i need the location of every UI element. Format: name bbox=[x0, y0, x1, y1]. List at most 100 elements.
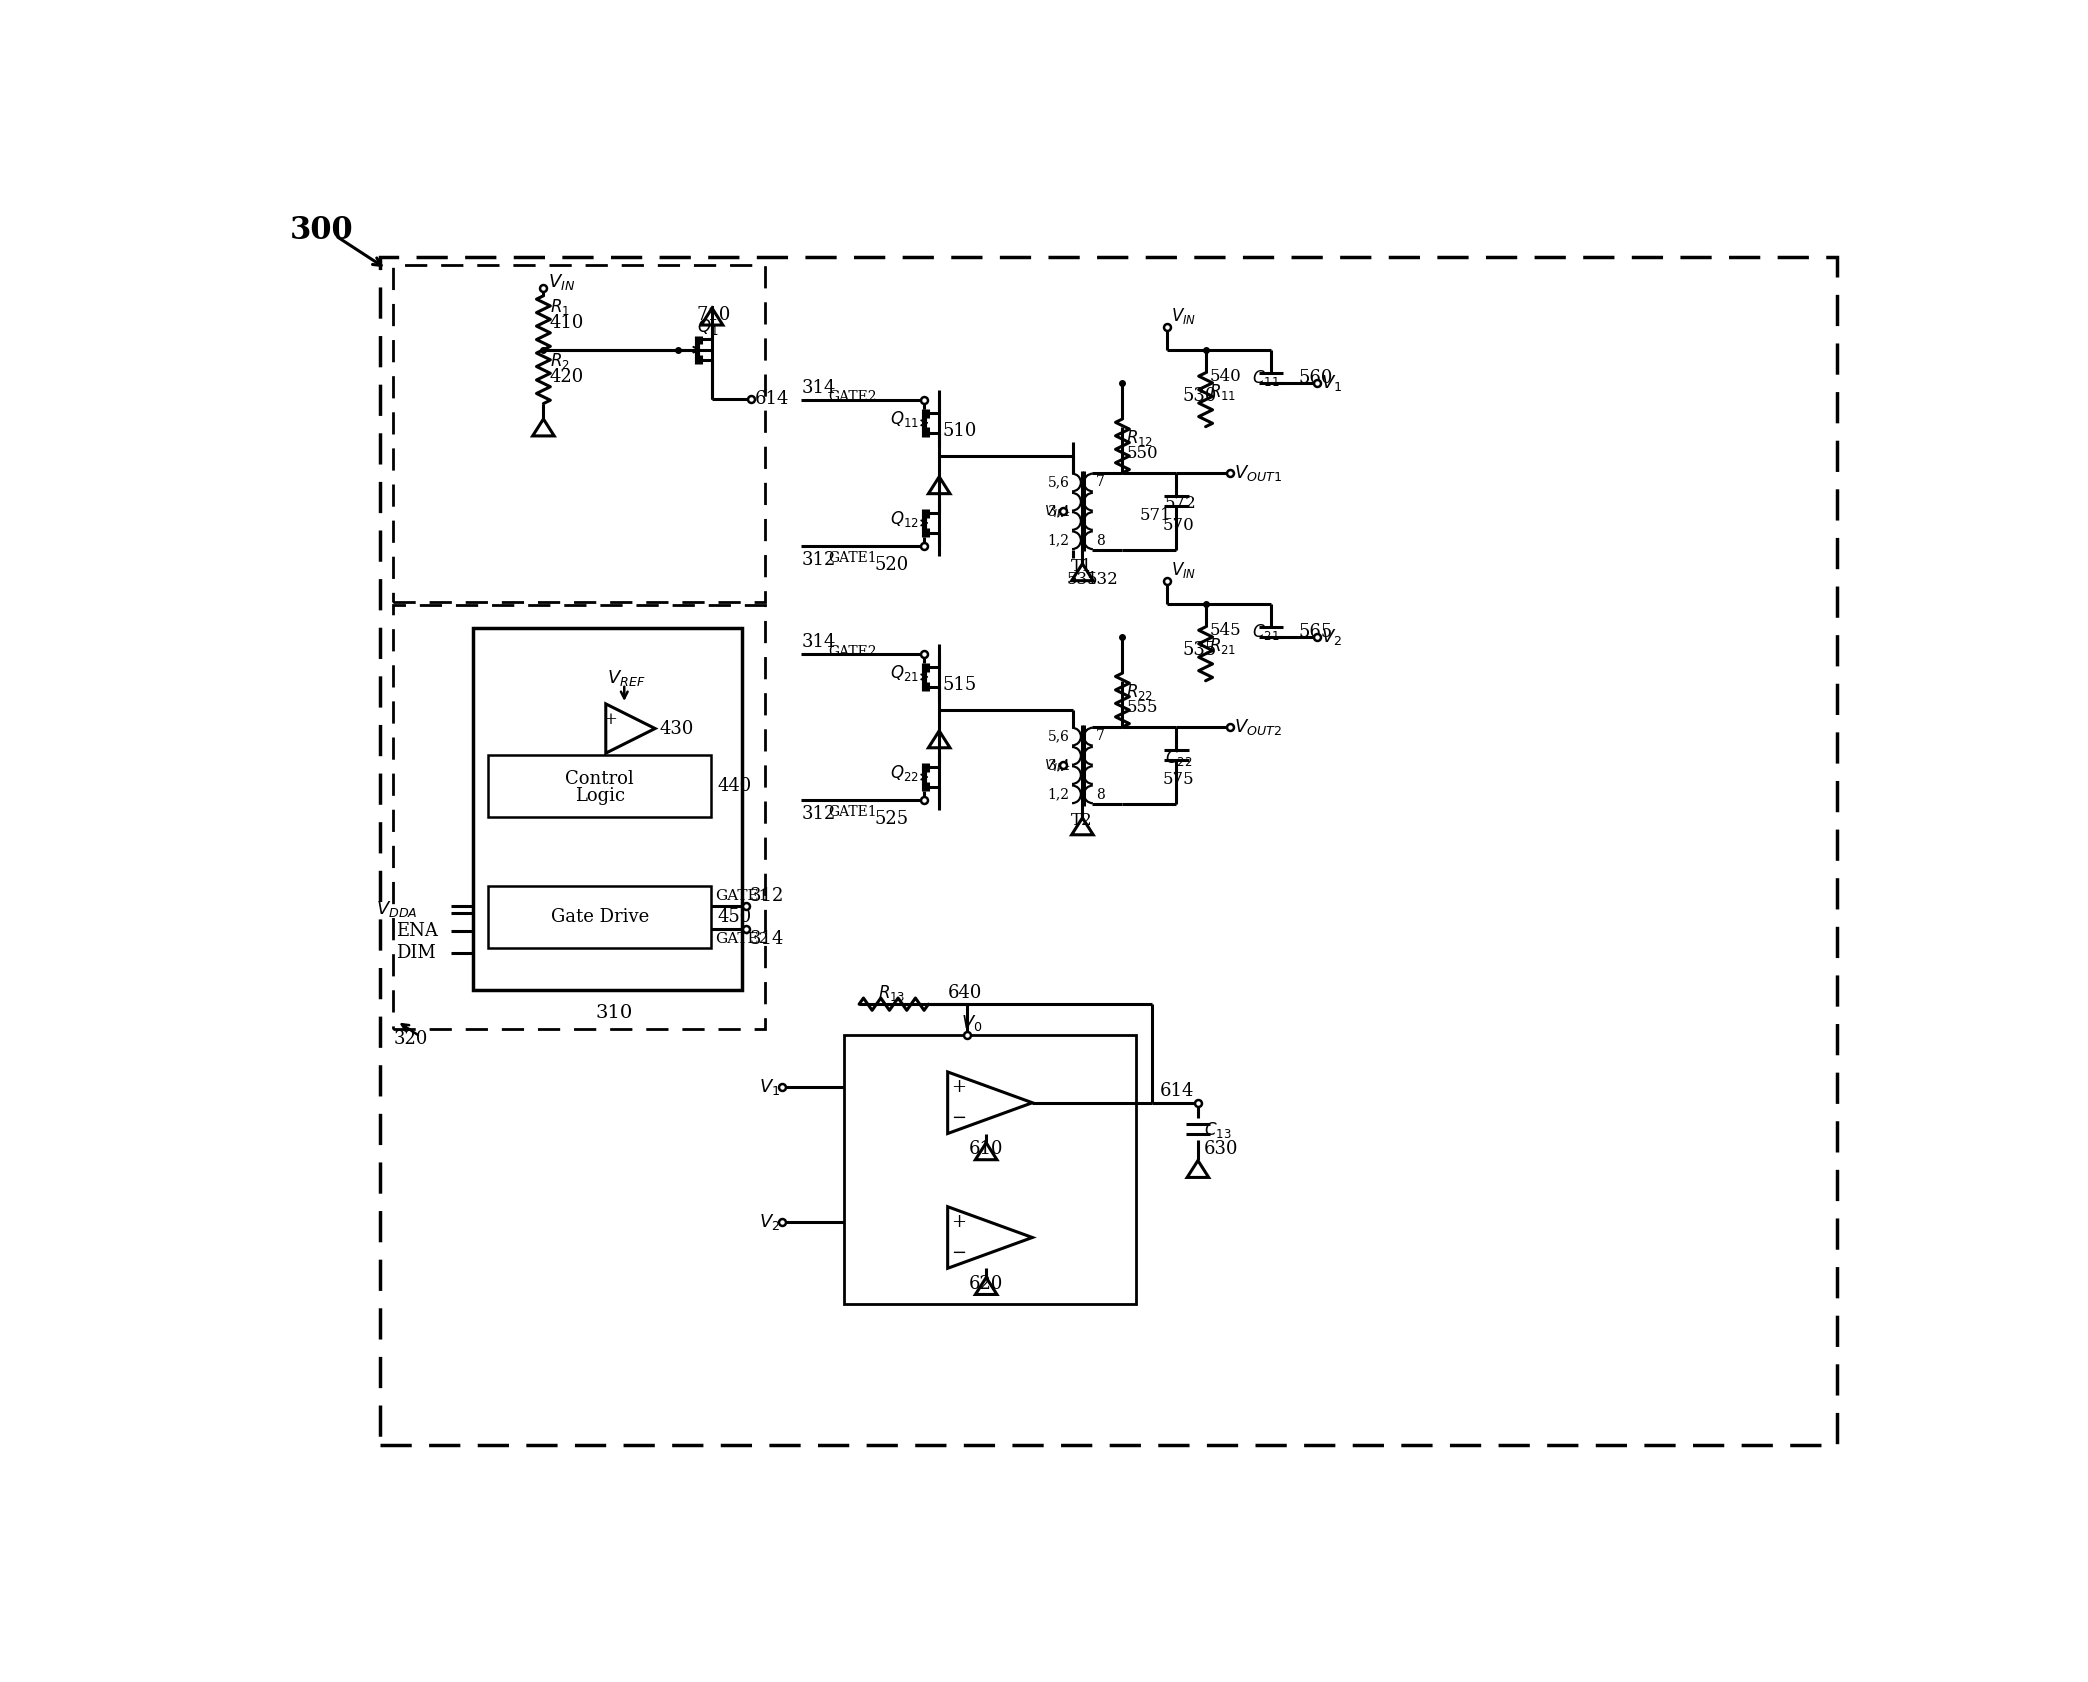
Text: 614: 614 bbox=[1159, 1082, 1194, 1100]
Text: 1,2: 1,2 bbox=[1048, 787, 1069, 802]
Text: 3,4: 3,4 bbox=[1048, 759, 1069, 772]
Text: 312: 312 bbox=[802, 552, 835, 569]
Text: $R_{13}$: $R_{13}$ bbox=[879, 982, 906, 1002]
Text: GATE1: GATE1 bbox=[829, 550, 877, 565]
Text: Gate Drive: Gate Drive bbox=[551, 908, 649, 927]
Text: 1,2: 1,2 bbox=[1048, 533, 1069, 548]
Text: 320: 320 bbox=[393, 1029, 428, 1048]
Text: DIM: DIM bbox=[395, 944, 434, 962]
Text: +: + bbox=[603, 711, 618, 728]
Text: $C_{11}$: $C_{11}$ bbox=[1253, 368, 1280, 389]
Text: GATE2: GATE2 bbox=[829, 644, 877, 659]
Text: 610: 610 bbox=[969, 1140, 1004, 1157]
Text: $V_{IN}$: $V_{IN}$ bbox=[1044, 757, 1065, 774]
Text: 410: 410 bbox=[549, 315, 585, 331]
Text: 314: 314 bbox=[750, 930, 785, 947]
Text: 430: 430 bbox=[660, 720, 693, 737]
Text: 640: 640 bbox=[948, 984, 981, 1001]
Text: $C_{13}$: $C_{13}$ bbox=[1205, 1120, 1232, 1140]
Text: $Q_1$: $Q_1$ bbox=[697, 316, 718, 336]
Text: GATE1: GATE1 bbox=[829, 804, 877, 819]
Text: 520: 520 bbox=[875, 557, 908, 574]
Text: 5,6: 5,6 bbox=[1048, 474, 1069, 489]
Text: +: + bbox=[950, 1213, 967, 1231]
Text: 300: 300 bbox=[290, 215, 353, 246]
Text: 555: 555 bbox=[1125, 700, 1159, 717]
Text: 710: 710 bbox=[697, 306, 731, 325]
Text: $R_1$: $R_1$ bbox=[549, 298, 570, 318]
Text: 312: 312 bbox=[750, 886, 785, 905]
Text: $V_1$: $V_1$ bbox=[1322, 373, 1343, 394]
Text: 525: 525 bbox=[875, 811, 908, 828]
Text: $V_2$: $V_2$ bbox=[1322, 627, 1343, 648]
Text: 314: 314 bbox=[802, 634, 835, 651]
Text: 630: 630 bbox=[1205, 1140, 1238, 1157]
Text: GATE2: GATE2 bbox=[714, 932, 768, 945]
Text: 530: 530 bbox=[1182, 387, 1217, 405]
Text: $V_{IN}$: $V_{IN}$ bbox=[1171, 560, 1196, 580]
Text: $Q_{21}$: $Q_{21}$ bbox=[889, 663, 919, 683]
Text: $V_{OUT2}$: $V_{OUT2}$ bbox=[1234, 717, 1282, 737]
Text: GATE1: GATE1 bbox=[714, 888, 768, 903]
Text: $V_{DDA}$: $V_{DDA}$ bbox=[376, 900, 418, 920]
Text: $C_{21}$: $C_{21}$ bbox=[1253, 622, 1280, 643]
Text: 510: 510 bbox=[942, 422, 977, 439]
Text: $Q_{12}$: $Q_{12}$ bbox=[889, 510, 919, 530]
Text: 8: 8 bbox=[1096, 533, 1105, 548]
Text: $R_{22}$: $R_{22}$ bbox=[1125, 683, 1153, 703]
Text: ENA: ENA bbox=[395, 922, 438, 940]
Bar bbox=[489, 886, 712, 949]
Text: $Q_{11}$: $Q_{11}$ bbox=[889, 409, 919, 429]
Text: 312: 312 bbox=[802, 806, 835, 822]
Text: 535: 535 bbox=[1182, 641, 1217, 659]
Text: +: + bbox=[950, 1078, 967, 1097]
Text: 310: 310 bbox=[595, 1004, 633, 1023]
Text: 614: 614 bbox=[754, 390, 789, 409]
Text: −: − bbox=[950, 1108, 967, 1127]
Bar bbox=[489, 755, 712, 817]
Text: $V_{IN}$: $V_{IN}$ bbox=[547, 272, 574, 293]
Text: GATE2: GATE2 bbox=[829, 390, 877, 404]
Text: 450: 450 bbox=[718, 908, 752, 927]
Text: 572: 572 bbox=[1165, 495, 1196, 513]
Text: 420: 420 bbox=[549, 368, 585, 385]
Text: $V_0$: $V_0$ bbox=[960, 1014, 981, 1033]
Text: 531: 531 bbox=[1067, 570, 1098, 587]
Text: $V_{REF}$: $V_{REF}$ bbox=[608, 668, 645, 688]
Text: $V_{IN}$: $V_{IN}$ bbox=[1171, 306, 1196, 326]
Text: 7: 7 bbox=[1096, 474, 1105, 489]
Text: $R_{12}$: $R_{12}$ bbox=[1125, 429, 1153, 447]
Text: 532: 532 bbox=[1086, 570, 1117, 587]
Text: 570: 570 bbox=[1163, 516, 1194, 533]
Text: −: − bbox=[950, 1245, 967, 1262]
Text: Logic: Logic bbox=[574, 787, 624, 804]
Text: $Q_{22}$: $Q_{22}$ bbox=[889, 764, 919, 784]
Text: $R_{11}$: $R_{11}$ bbox=[1209, 382, 1236, 402]
Text: T2: T2 bbox=[1071, 812, 1092, 829]
Text: 620: 620 bbox=[969, 1275, 1004, 1293]
Text: 440: 440 bbox=[718, 777, 752, 796]
Text: 3,4: 3,4 bbox=[1048, 505, 1069, 518]
Text: 575: 575 bbox=[1163, 770, 1194, 787]
Text: 8: 8 bbox=[1096, 787, 1105, 802]
Text: T1: T1 bbox=[1071, 558, 1092, 575]
Text: $V_1$: $V_1$ bbox=[760, 1078, 781, 1097]
Text: 7: 7 bbox=[1096, 730, 1105, 743]
Text: 571: 571 bbox=[1140, 506, 1171, 523]
Text: 540: 540 bbox=[1209, 368, 1240, 385]
Text: 545: 545 bbox=[1209, 622, 1240, 639]
Text: 515: 515 bbox=[942, 676, 977, 693]
Text: 314: 314 bbox=[802, 378, 835, 397]
Text: 550: 550 bbox=[1125, 446, 1159, 463]
Text: $R_{21}$: $R_{21}$ bbox=[1209, 636, 1236, 656]
Text: $R_2$: $R_2$ bbox=[549, 352, 570, 372]
Text: $C_{22}$: $C_{22}$ bbox=[1165, 748, 1192, 767]
Text: 5,6: 5,6 bbox=[1048, 730, 1069, 743]
Text: $V_{OUT1}$: $V_{OUT1}$ bbox=[1234, 463, 1282, 483]
Text: $V_{IN}$: $V_{IN}$ bbox=[1044, 503, 1065, 520]
Text: Control: Control bbox=[566, 770, 635, 787]
Bar bbox=[472, 629, 741, 991]
Text: 565: 565 bbox=[1299, 624, 1332, 641]
Text: $V_2$: $V_2$ bbox=[760, 1213, 781, 1233]
Bar bbox=[844, 1034, 1136, 1305]
